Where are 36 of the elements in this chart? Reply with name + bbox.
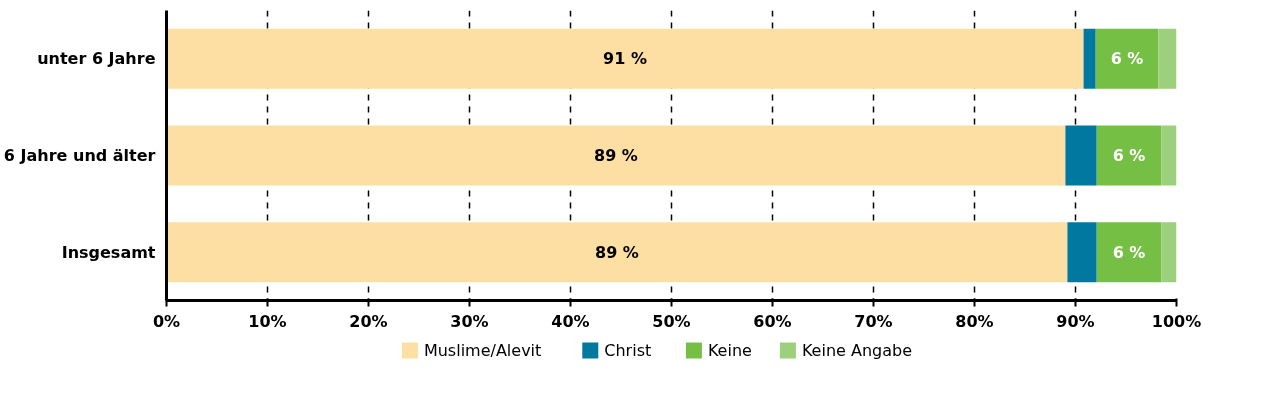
data-label: 89 % <box>595 242 639 262</box>
bar <box>1065 125 1097 186</box>
y-tick-label: unter 6 Jahre <box>37 49 156 69</box>
legend-label: Christ <box>604 341 652 360</box>
y-tick-label: Insgesamt <box>61 242 156 262</box>
x-tick-label: 90% <box>1056 311 1095 331</box>
bar <box>1161 125 1177 186</box>
x-tick-label: 30% <box>450 311 489 331</box>
x-tick-label: 60% <box>753 311 792 331</box>
data-label: 89 % <box>594 146 638 165</box>
bar <box>1096 125 1162 186</box>
bar <box>166 125 1066 186</box>
bar <box>1158 28 1177 89</box>
x-tick-label: 100% <box>1151 311 1202 331</box>
bar <box>166 222 1068 283</box>
x-tick-label: 50% <box>652 311 691 331</box>
x-tick-label: 10% <box>248 311 287 331</box>
data-label: 6 % <box>1112 242 1146 262</box>
bar <box>1161 222 1177 283</box>
x-tick-label: 0% <box>152 311 181 331</box>
x-tick-label: 70% <box>854 311 893 331</box>
bar <box>166 28 1084 89</box>
data-label: 91 % <box>603 49 647 69</box>
bar <box>1096 222 1162 283</box>
y-tick-label: 6 Jahre und älter <box>3 146 156 165</box>
bar <box>1083 28 1096 89</box>
x-tick-label: 40% <box>551 311 590 331</box>
legend-label: Muslime/Alevit <box>423 341 542 360</box>
legend-label: Keine <box>707 341 752 360</box>
legend-label: Keine Angabe <box>801 341 913 360</box>
x-tick-label: 20% <box>349 311 388 331</box>
x-tick-label: 80% <box>955 311 994 331</box>
bar <box>1067 222 1097 283</box>
data-label: 6 % <box>1112 146 1146 165</box>
data-label: 6 % <box>1110 49 1144 69</box>
bar <box>1095 28 1159 89</box>
